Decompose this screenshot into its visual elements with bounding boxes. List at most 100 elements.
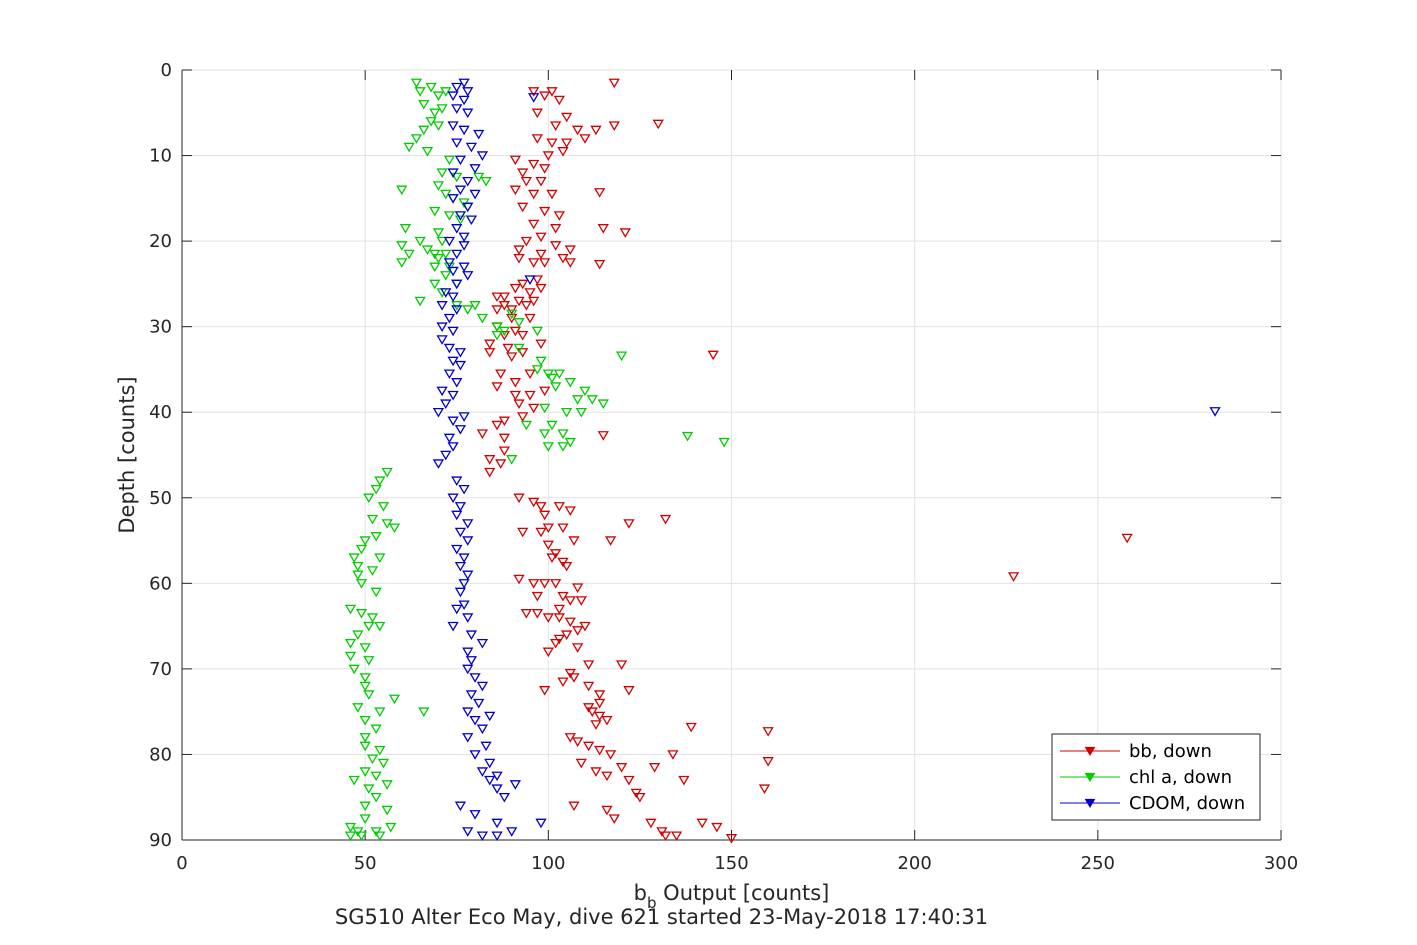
- data-point: [462, 733, 474, 743]
- data-point: [363, 690, 375, 700]
- data-point: [564, 617, 576, 628]
- data-point: [429, 279, 441, 290]
- y-tick-label: 80: [149, 744, 172, 765]
- data-point: [458, 579, 470, 589]
- data-point: [484, 455, 496, 465]
- data-point: [410, 78, 423, 89]
- data-point: [528, 579, 540, 589]
- data-point: [447, 292, 459, 303]
- data-point: [469, 750, 481, 760]
- data-point: [550, 382, 562, 392]
- data-point: [491, 305, 503, 315]
- data-point: [352, 561, 364, 572]
- data-point: [458, 95, 470, 106]
- data-point: [509, 185, 521, 196]
- data-point: [484, 758, 496, 769]
- data-point: [539, 579, 551, 589]
- data-point: [498, 330, 511, 341]
- data-point: [564, 506, 576, 516]
- y-tick-label: 60: [149, 573, 172, 594]
- data-point: [451, 305, 463, 315]
- data-point: [374, 621, 386, 632]
- data-point: [465, 630, 478, 640]
- x-tick-label: 250: [1081, 853, 1115, 874]
- y-tick-label: 30: [149, 317, 172, 338]
- data-point: [454, 348, 467, 358]
- y-tick-label: 90: [149, 830, 172, 851]
- data-point: [623, 519, 635, 529]
- y-tick-label: 0: [161, 60, 172, 81]
- data-point: [539, 510, 551, 521]
- data-point: [557, 442, 569, 452]
- data-point: [363, 493, 375, 504]
- data-point: [623, 775, 635, 786]
- x-tick-label: 0: [176, 853, 187, 874]
- data-point: [535, 356, 547, 367]
- data-point: [374, 553, 386, 563]
- data-point: [451, 378, 463, 388]
- data-point: [377, 758, 390, 769]
- plot-area: 0 50 100 150 200 250 300 0 10 20 30 40 50 60 70 80 90 Dep…: [115, 60, 1298, 929]
- data-point: [615, 351, 628, 362]
- data-point: [447, 416, 459, 427]
- data-point: [344, 831, 357, 842]
- data-point: [451, 172, 463, 183]
- data-point: [491, 420, 503, 431]
- data-point: [377, 502, 390, 512]
- data-point: [539, 386, 551, 397]
- data-point: [462, 707, 474, 717]
- data-point: [440, 450, 452, 461]
- data-point: [363, 621, 375, 632]
- data-point: [546, 189, 558, 200]
- data-point: [421, 147, 434, 157]
- data-point: [539, 258, 551, 268]
- data-point: [451, 279, 463, 290]
- data-point: [414, 87, 426, 97]
- data-point: [579, 134, 591, 144]
- data-point: [561, 561, 573, 572]
- data-point: [451, 224, 463, 234]
- data-point: [575, 758, 587, 769]
- data-point: [572, 395, 584, 405]
- data-point: [359, 673, 371, 683]
- data-point: [476, 638, 489, 649]
- x-tick-label: 100: [531, 853, 565, 874]
- data-point: [509, 780, 521, 790]
- data-point: [539, 91, 551, 101]
- data-point: [550, 224, 562, 234]
- data-point: [593, 188, 606, 198]
- data-point: [462, 647, 474, 658]
- legend-marker: [1084, 746, 1096, 757]
- data-point: [528, 403, 540, 414]
- data-point: [447, 390, 459, 401]
- data-point: [528, 159, 540, 170]
- data-point: [645, 818, 657, 829]
- data-point: [542, 540, 554, 551]
- data-point: [458, 412, 470, 422]
- data-point: [432, 407, 445, 418]
- data-point: [359, 715, 371, 726]
- data-point: [539, 206, 551, 217]
- data-point: [458, 232, 470, 243]
- data-point: [542, 647, 554, 658]
- data-point: [355, 609, 368, 619]
- data-point: [410, 134, 423, 144]
- data-point: [484, 348, 496, 358]
- data-point: [436, 301, 448, 311]
- data-point: [359, 536, 371, 546]
- data-point: [678, 775, 690, 786]
- data-point: [396, 258, 408, 268]
- data-point: [535, 232, 547, 243]
- data-point: [465, 215, 478, 226]
- y-tick-label: 40: [149, 402, 172, 423]
- data-point: [582, 681, 595, 692]
- data-point: [509, 390, 521, 401]
- data-point: [484, 775, 496, 786]
- y-tick-label: 10: [149, 146, 172, 167]
- data-point: [447, 442, 459, 452]
- data-point: [561, 407, 573, 418]
- data-point: [557, 147, 569, 157]
- data-point: [524, 369, 536, 380]
- data-point: [535, 283, 547, 294]
- data-point: [520, 301, 532, 311]
